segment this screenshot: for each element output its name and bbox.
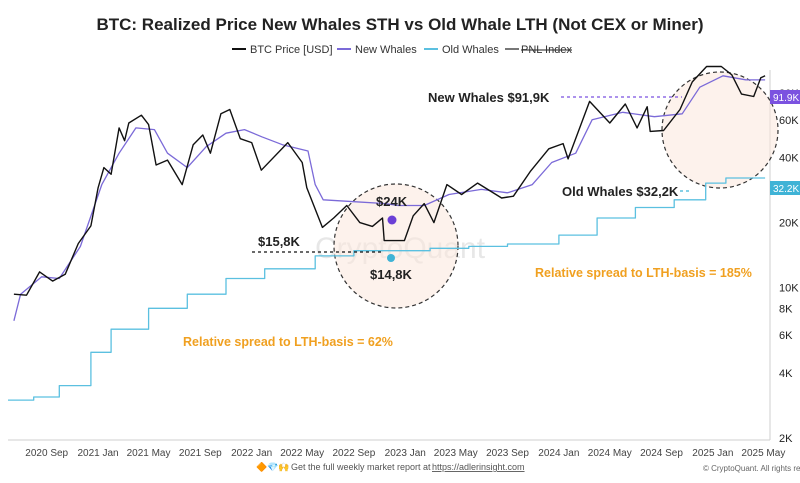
footer-text: Get the full weekly market report at [291,462,431,472]
y-tick-label: 2K [779,433,793,445]
y-tick-label: 8K [779,303,793,315]
x-tick-label: 2022 May [280,448,324,459]
x-tick-label: 2023 May [434,448,478,459]
x-tick-label: 2023 Sep [486,448,529,459]
legend-label-new-whales: New Whales [355,44,417,56]
annotation-spread-62: Relative spread to LTH-basis = 62% [183,335,393,349]
badge-new-whales: 91.9K [770,90,800,104]
x-tick-label: 2022 Jan [231,448,272,459]
legend-label-btc-price: BTC Price [USD] [250,44,333,56]
annotation-15-8k: $15,8K [258,234,301,249]
y-tick-label: 4K [779,368,793,380]
annotation-24k: $24K [376,194,408,209]
y-tick-label: 20K [779,218,799,230]
series-line-btc-price-usd [13,65,766,296]
legend-label-old-whales: Old Whales [442,44,499,56]
series-line-old-whales [8,177,766,401]
x-tick-label: 2020 Sep [25,448,68,459]
x-tick-label: 2025 May [741,448,785,459]
annotation-old-whales: Old Whales $32,2K [562,184,679,199]
footer-emojis: 🔶💎🙌 [256,461,290,472]
x-tick-label: 2024 Sep [640,448,683,459]
badge-old-whales-text: 32.2K [773,184,799,195]
y-tick-label: 40K [779,153,799,165]
series-line-new-whales [13,75,766,321]
annotation-new-whales: New Whales $91,9K [428,90,550,105]
x-tick-label: 2021 Sep [179,448,222,459]
legend: BTC Price [USD] New Whales Old Whales PN… [232,44,572,56]
x-tick-label: 2022 Sep [332,448,375,459]
chart-title: BTC: Realized Price New Whales STH vs Ol… [96,15,703,34]
badge-new-whales-text: 91.9K [773,93,799,104]
x-tick-label: 2025 Jan [692,448,733,459]
x-tick-label: 2021 May [127,448,171,459]
x-tick-label: 2024 Jan [538,448,579,459]
y-tick-label: 60K [779,115,799,127]
credit: © CryptoQuant. All rights reserved [703,464,800,473]
badge-old-whales: 32.2K [770,181,800,195]
highlight-circle-2022 [333,183,459,309]
footer-link[interactable]: https://adlerinsight.com [432,462,525,472]
legend-label-pnl-index: PNL Index [521,44,572,56]
marker-24k [387,215,397,225]
x-tick-label: 2024 May [588,448,632,459]
x-tick-label: 2023 Jan [385,448,426,459]
annotation-spread-185: Relative spread to LTH-basis = 185% [535,266,752,280]
y-tick-label: 10K [779,282,799,294]
highlight-circle-recent [661,71,779,189]
annotation-14-8k: $14,8K [370,267,413,282]
y-tick-label: 6K [779,330,793,342]
x-tick-label: 2021 Jan [77,448,118,459]
marker-14-8k [387,254,395,262]
